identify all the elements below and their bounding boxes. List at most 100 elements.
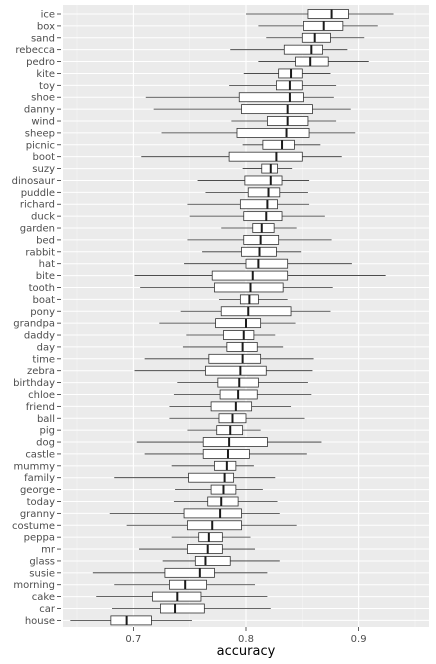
box-ice bbox=[246, 9, 394, 19]
box-time bbox=[144, 353, 314, 364]
box-iqr bbox=[239, 199, 278, 210]
category-label: suzy bbox=[32, 164, 55, 175]
box-iqr bbox=[238, 92, 304, 103]
box-hat bbox=[184, 258, 352, 269]
box-iqr bbox=[236, 127, 310, 138]
box-dog bbox=[136, 437, 322, 447]
box-peppa bbox=[171, 532, 251, 543]
box-pony bbox=[180, 306, 331, 317]
x-tick-label: 0.8 bbox=[238, 634, 254, 645]
box-iqr bbox=[194, 556, 231, 566]
category-label: friend bbox=[26, 402, 55, 413]
box-birthday bbox=[177, 377, 308, 388]
category-label: peppa bbox=[24, 533, 55, 544]
box-bed bbox=[187, 235, 332, 245]
category-label: glass bbox=[29, 556, 55, 567]
box-iqr bbox=[215, 318, 262, 329]
category-label: today bbox=[27, 497, 56, 508]
x-tick-label: 0.7 bbox=[125, 634, 141, 645]
box-kite bbox=[243, 68, 331, 79]
box-sheep bbox=[161, 127, 356, 138]
category-label: bed bbox=[36, 235, 55, 246]
box-iqr bbox=[211, 270, 289, 281]
box-mummy bbox=[171, 460, 254, 471]
category-label: sand bbox=[31, 33, 55, 44]
category-label: costume bbox=[12, 521, 55, 532]
box-iqr bbox=[169, 579, 207, 590]
category-label: day bbox=[37, 342, 55, 353]
box-car bbox=[111, 603, 271, 614]
box-iqr bbox=[301, 32, 331, 43]
box-house bbox=[70, 615, 192, 626]
box-family bbox=[114, 472, 276, 483]
box-duck bbox=[189, 211, 325, 222]
category-label: toy bbox=[39, 81, 55, 92]
box-toy bbox=[229, 80, 337, 91]
boxes-layer bbox=[70, 9, 394, 626]
box-shoe bbox=[145, 92, 334, 103]
box-iqr bbox=[245, 258, 289, 269]
category-label: pedro bbox=[26, 57, 55, 68]
box-iqr bbox=[241, 104, 313, 115]
category-label: box bbox=[37, 21, 55, 32]
category-label: grandpa bbox=[13, 319, 55, 330]
box-iqr bbox=[261, 163, 278, 174]
category-label: dinosaur bbox=[12, 176, 56, 187]
box-susie bbox=[92, 567, 268, 578]
box-cake bbox=[96, 591, 268, 602]
box-iqr bbox=[223, 330, 255, 340]
box-rabbit bbox=[202, 246, 302, 257]
category-label: picnic bbox=[26, 140, 55, 151]
box-castle bbox=[144, 449, 307, 459]
category-label: rabbit bbox=[25, 247, 55, 258]
box-iqr bbox=[252, 223, 275, 233]
box-iqr bbox=[202, 449, 250, 459]
category-label: granny bbox=[20, 509, 55, 520]
box-granny bbox=[109, 508, 280, 519]
box-iqr bbox=[164, 567, 215, 578]
category-label: dog bbox=[36, 438, 55, 449]
box-picnic bbox=[242, 139, 321, 150]
category-label: bite bbox=[36, 271, 55, 282]
category-label: george bbox=[20, 485, 55, 496]
category-label: car bbox=[39, 604, 56, 615]
category-label: ice bbox=[41, 10, 55, 21]
box-garden bbox=[221, 223, 297, 233]
box-daddy bbox=[186, 330, 276, 340]
box-iqr bbox=[247, 187, 281, 198]
box-iqr bbox=[283, 44, 323, 55]
box-danny bbox=[153, 104, 351, 115]
category-label: susie bbox=[29, 568, 55, 579]
category-label: chloe bbox=[28, 390, 55, 401]
category-label: birthday bbox=[13, 378, 55, 389]
category-label: daddy bbox=[24, 331, 55, 342]
category-label: morning bbox=[13, 580, 55, 591]
category-label: mummy bbox=[14, 461, 56, 472]
category-label: house bbox=[25, 616, 55, 627]
box-wind bbox=[231, 116, 337, 126]
box-iqr bbox=[110, 615, 152, 626]
box-pig bbox=[187, 425, 261, 436]
box-iqr bbox=[205, 365, 267, 376]
box-iqr bbox=[183, 508, 242, 519]
box-iqr bbox=[187, 520, 242, 531]
category-label: rebecca bbox=[15, 45, 55, 56]
box-day bbox=[182, 342, 284, 352]
box-iqr bbox=[295, 56, 329, 67]
box-george bbox=[175, 484, 263, 495]
box-sand bbox=[266, 32, 365, 43]
category-label: hat bbox=[39, 259, 55, 270]
category-label: boat bbox=[32, 295, 55, 306]
x-axis-ticks: 0.7 0.8 0.9 bbox=[125, 627, 367, 645]
category-label: danny bbox=[24, 105, 55, 116]
category-label: kite bbox=[36, 69, 55, 80]
box-suzy bbox=[242, 163, 293, 174]
box-iqr bbox=[244, 175, 283, 186]
box-iqr bbox=[160, 603, 205, 614]
box-morning bbox=[114, 579, 256, 590]
category-label: richard bbox=[20, 200, 55, 211]
box-grandpa bbox=[159, 318, 296, 329]
category-label: castle bbox=[25, 449, 55, 460]
box-box bbox=[258, 20, 378, 31]
